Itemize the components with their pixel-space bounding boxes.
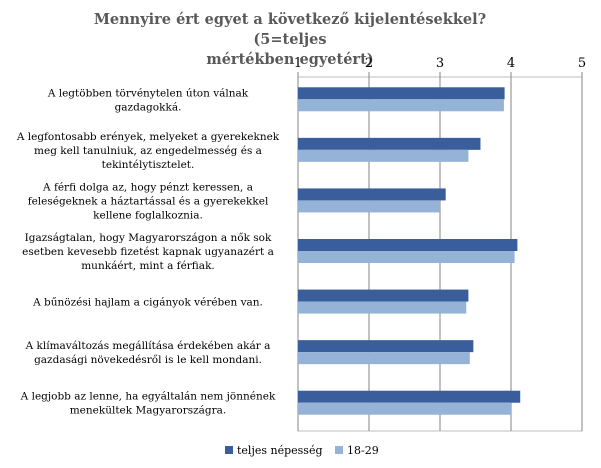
category-label-2-line-1: A legfontosabb erények, melyeket a gyere…: [16, 131, 280, 143]
bar-teljes-6: [298, 340, 474, 353]
legend-swatch-1: [225, 446, 233, 454]
category-label-7-line-2: menekültek Magyarországra.: [70, 405, 227, 417]
category-label-5-line-1: A bűnözési hajlam a cigányok vérében van…: [32, 296, 263, 309]
bar-teljes-2: [298, 137, 481, 150]
legend-swatch-2: [335, 446, 343, 454]
category-label-7-line-1: A legjobb az lenne, ha egyáltalán nem jö…: [20, 391, 276, 403]
category-label-6-line-2: gazdasági növekedésről is le kell mondan…: [34, 353, 262, 366]
category-label-4-line-1: Igazságtalan, hogy Magyarországon a nők …: [25, 231, 272, 244]
bar-18-29-1: [298, 99, 504, 112]
bar-teljes-4: [298, 239, 518, 251]
chart-title-line-1: Mennyire ért egyet a következő kijelenté…: [93, 11, 487, 48]
category-label-3-line-3: kellene foglalkoznia.: [93, 209, 203, 221]
bar-teljes-5: [298, 289, 469, 302]
chart-title: Mennyire ért egyet a következő kijelenté…: [60, 10, 520, 70]
category-label-1-line-2: gazdagokká.: [115, 101, 182, 113]
x-tick-label-1: 1: [294, 56, 302, 71]
x-tick-label-3: 3: [436, 56, 444, 71]
bar-18-29-5: [298, 301, 467, 314]
category-label-6-line-1: A klímaváltozás megállítása érdekében ak…: [25, 340, 271, 352]
bar-teljes-7: [298, 390, 521, 403]
category-label-3-line-1: A férfi dolga az, hogy pénzt keressen, a: [42, 181, 253, 193]
bar-18-29-6: [298, 352, 470, 365]
category-label-2-line-2: meg kell tanulniuk, az engedelmesség és …: [34, 145, 262, 157]
x-tick-label-2: 2: [365, 56, 373, 71]
bar-18-29-4: [298, 251, 515, 263]
bar-18-29-2: [298, 149, 469, 162]
legend-label-1: teljes népesség: [237, 444, 323, 457]
bar-18-29-7: [298, 402, 511, 415]
chart-title-line-2: mértékben egyetért): [206, 51, 374, 68]
category-label-2-line-3: tekintélytisztelet.: [102, 159, 195, 171]
bar-teljes-1: [298, 87, 505, 100]
category-label-1-line-1: A legtöbben törvénytelen úton válnak: [47, 87, 249, 99]
category-label-4-line-2: esetben kevesebb fizetést kapnak ugyanaz…: [22, 246, 274, 258]
x-tick-label-5: 5: [578, 56, 586, 71]
bar-teljes-3: [298, 188, 446, 201]
bar-18-29-3: [298, 200, 440, 213]
legend-label-2: 18-29: [347, 444, 379, 457]
category-label-3-line-2: feleségeknek a háztartással és a gyereke…: [28, 195, 269, 207]
category-label-4-line-3: munkáért, mint a férfiak.: [81, 260, 215, 272]
x-tick-label-4: 4: [507, 56, 515, 71]
